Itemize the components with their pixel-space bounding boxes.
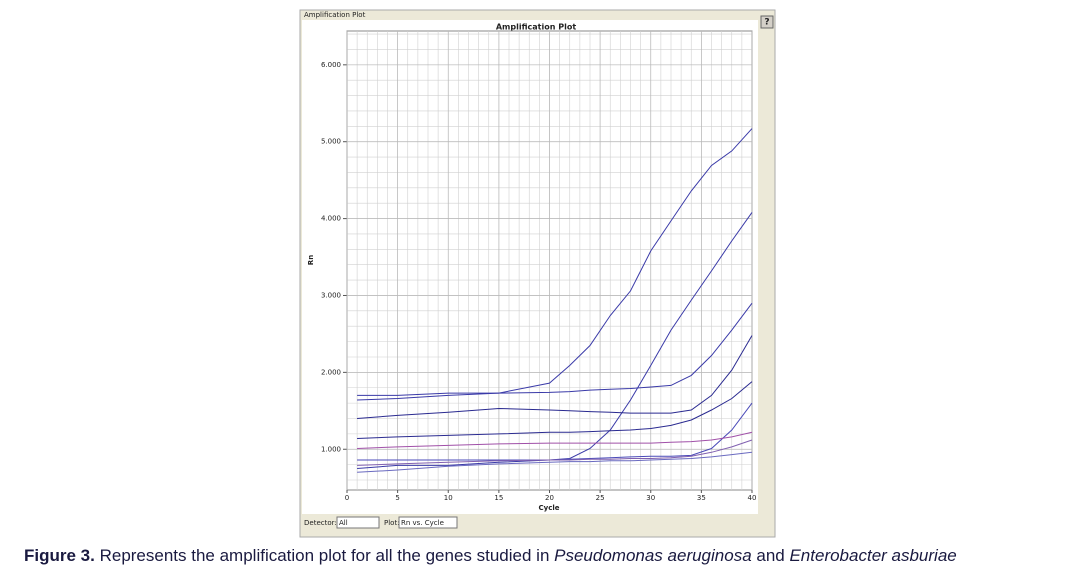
series-line — [357, 402, 753, 461]
species: Enterobacter asburiae — [789, 546, 957, 565]
x-tick-label: 5 — [395, 494, 399, 502]
plot-value: Rn vs. Cycle — [401, 519, 444, 527]
series-line — [357, 212, 753, 469]
caption-text: Represents the amplification plot for al… — [94, 546, 555, 565]
series-line — [357, 439, 753, 466]
series-line — [357, 381, 753, 439]
x-tick-label: 40 — [748, 494, 757, 502]
x-tick-label: 15 — [494, 494, 503, 502]
series-line — [357, 302, 753, 401]
series-line — [357, 128, 753, 396]
x-tick-label: 35 — [697, 494, 706, 502]
series-line — [357, 431, 753, 449]
help-button[interactable] — [760, 15, 774, 29]
detector-value: All — [339, 519, 348, 527]
series-line — [357, 451, 753, 473]
caption-label: Figure 3. — [24, 546, 95, 565]
x-tick-label: 30 — [646, 494, 655, 502]
x-tick-label: 25 — [596, 494, 605, 502]
window: Amplification Plot ? Amplification Plot … — [299, 9, 776, 538]
caption-text: and — [751, 546, 790, 565]
plot-label: Plot: — [384, 519, 400, 527]
caption: Figure 3. Represents the amplification p… — [24, 546, 957, 566]
plot-select[interactable] — [398, 516, 458, 529]
y-tick-label: 4.000 — [321, 215, 341, 223]
series-line — [357, 335, 753, 419]
x-tick-label: 10 — [444, 494, 453, 502]
x-axis-label: Cycle — [539, 504, 560, 512]
detector-select[interactable] — [336, 516, 380, 529]
y-tick-label: 1.000 — [321, 445, 341, 453]
y-tick-label: 5.000 — [321, 138, 341, 146]
x-tick-label: 0 — [345, 494, 349, 502]
x-tick-label: 20 — [545, 494, 554, 502]
y-tick-label: 6.000 — [321, 61, 341, 69]
chart-title: Amplification Plot — [496, 23, 576, 32]
help-label: ? — [764, 18, 769, 28]
y-axis-label: Rn — [307, 255, 315, 265]
y-tick-label: 3.000 — [321, 291, 341, 299]
species: Pseudomonas aeruginosa — [554, 546, 752, 565]
detector-label: Detector: — [304, 519, 337, 527]
y-tick-label: 2.000 — [321, 368, 341, 376]
window-title: Amplification Plot — [304, 11, 366, 19]
